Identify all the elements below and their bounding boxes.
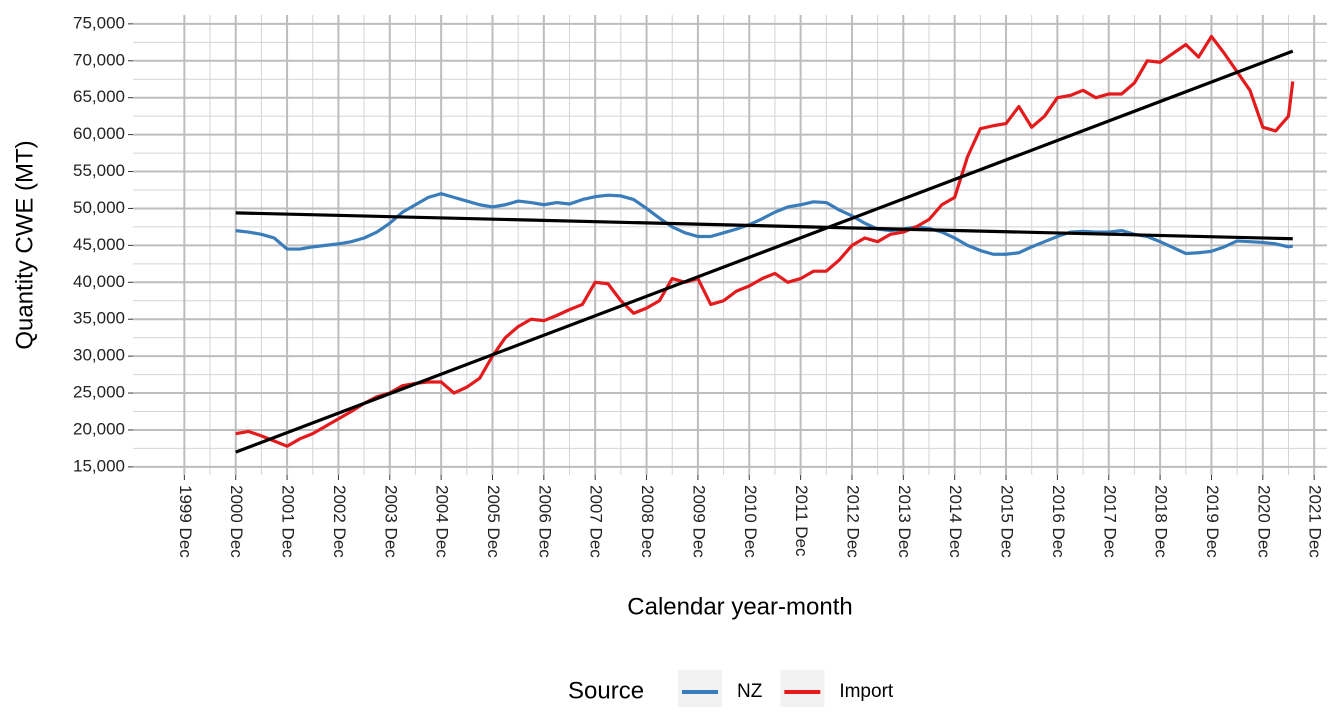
x-tick-label: 2013 Dec: [895, 485, 914, 558]
x-tick-label: 2014 Dec: [946, 485, 965, 558]
x-tick-label: 2007 Dec: [587, 485, 606, 558]
x-tick-label: 2021 Dec: [1306, 485, 1325, 558]
y-tick-label: 45,000: [73, 235, 125, 254]
y-tick-label: 75,000: [73, 13, 125, 32]
x-tick-label: 2005 Dec: [484, 485, 503, 558]
x-tick-label: 2003 Dec: [381, 485, 400, 558]
x-tick-label: 1999 Dec: [176, 485, 195, 558]
legend-label: NZ: [737, 681, 763, 702]
x-tick-label: 2000 Dec: [227, 485, 246, 558]
y-tick-label: 20,000: [73, 419, 125, 438]
y-tick-label: 25,000: [73, 383, 125, 402]
x-tick-label: 2008 Dec: [638, 485, 657, 558]
y-axis-title: Quantity CWE (MT): [11, 140, 38, 349]
y-tick-label: 30,000: [73, 346, 125, 365]
plot-panel: [133, 15, 1327, 475]
x-tick-label: 2015 Dec: [998, 485, 1017, 558]
y-tick-label: 65,000: [73, 87, 125, 106]
y-tick-label: 60,000: [73, 124, 125, 143]
legend-key: [678, 670, 722, 712]
legend-key: [780, 670, 825, 712]
x-tick-label: 2019 Dec: [1203, 485, 1222, 558]
x-axis-title: Calendar year-month: [627, 593, 852, 620]
legend-label: Import: [839, 681, 894, 702]
y-tick-label: 50,000: [73, 198, 125, 217]
legend-title: Source: [568, 677, 644, 704]
x-tick-label: 2016 Dec: [1049, 485, 1068, 558]
x-tick-label: 2010 Dec: [741, 485, 760, 558]
trend-line: [235, 211, 1293, 241]
series-line: [235, 192, 1294, 256]
x-tick-label: 2018 Dec: [1152, 485, 1171, 558]
trend-line: [235, 49, 1294, 454]
x-tick-label: 2011 Dec: [792, 485, 811, 557]
x-tick-label: 2017 Dec: [1100, 485, 1119, 558]
x-tick-label: 2012 Dec: [843, 485, 862, 558]
x-tick-label: 2004 Dec: [433, 485, 452, 558]
y-tick-label: 15,000: [73, 456, 125, 475]
x-tick-label: 2006 Dec: [535, 485, 554, 558]
y-tick-label: 55,000: [73, 161, 125, 180]
y-tick-label: 35,000: [73, 309, 125, 328]
y-tick-label: 40,000: [73, 272, 125, 291]
x-tick-label: 2002 Dec: [330, 485, 349, 558]
x-tick-label: 2009 Dec: [689, 485, 708, 558]
x-tick-label: 2020 Dec: [1254, 485, 1273, 558]
y-tick-label: 70,000: [73, 50, 125, 69]
x-tick-label: 2001 Dec: [279, 485, 298, 558]
